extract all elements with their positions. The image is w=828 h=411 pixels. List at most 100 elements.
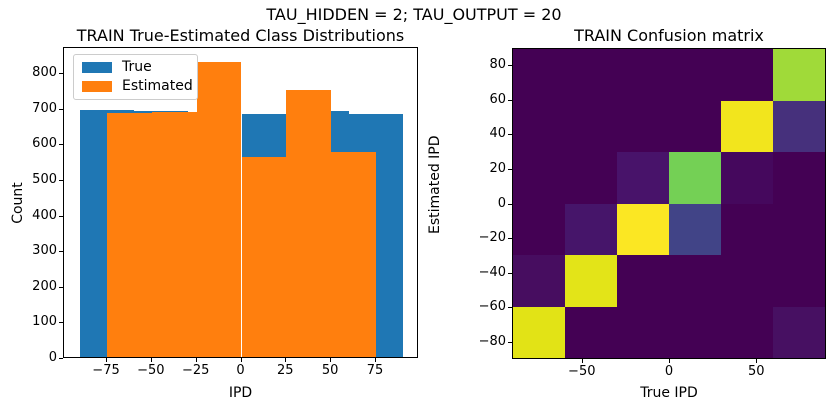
confusion-cell-r0-c2	[617, 49, 669, 101]
confusion-cell-r0-c0	[513, 49, 565, 101]
histogram-y-tick-label: 400	[32, 207, 57, 223]
confusion-cell-r5-c3	[669, 306, 721, 358]
confusion-cell-r1-c1	[565, 100, 617, 152]
confusion-cell-r2-c2	[617, 152, 669, 204]
confusion-y-tick-label: −80	[478, 333, 506, 349]
confusion-y-tick-mark	[508, 168, 512, 170]
legend-label: Estimated	[122, 78, 193, 94]
estimated-histogram-bar	[196, 62, 242, 357]
histogram-x-tick-label: 75	[366, 363, 384, 378]
histogram-x-tick-label: 0	[236, 363, 245, 378]
histogram-y-axis-label: Count	[10, 182, 26, 224]
confusion-y-tick-mark	[508, 65, 512, 67]
confusion-matrix-plot-area	[512, 48, 826, 359]
confusion-cell-r5-c2	[617, 306, 669, 358]
histogram-y-tick-label: 800	[32, 65, 57, 81]
histogram-x-tick-label: −50	[137, 363, 165, 378]
confusion-y-tick-mark	[508, 134, 512, 136]
confusion-matrix-y-axis-label: Estimated IPD	[427, 135, 443, 234]
confusion-cell-r1-c2	[617, 100, 669, 152]
histogram-x-tick-label: 25	[277, 363, 294, 378]
confusion-y-tick-mark	[508, 272, 512, 274]
confusion-cell-r4-c0	[513, 255, 565, 307]
confusion-cell-r1-c5	[773, 100, 825, 152]
histogram-x-tick-mark	[285, 358, 287, 362]
confusion-cell-r0-c5	[773, 49, 825, 101]
confusion-matrix-title: TRAIN Confusion matrix	[574, 26, 764, 45]
confusion-y-tick-label: −60	[478, 299, 506, 315]
confusion-y-tick-label: 80	[489, 57, 506, 73]
histogram-plot-area: True Estimated	[63, 47, 418, 358]
histogram-y-tick-label: 200	[32, 278, 57, 294]
confusion-y-tick-mark	[508, 341, 512, 343]
legend-swatch-true	[82, 62, 112, 73]
histogram-y-tick-mark	[59, 322, 63, 324]
confusion-cell-r3-c0	[513, 203, 565, 255]
figure-suptitle: TAU_HIDDEN = 2; TAU_OUTPUT = 20	[266, 5, 562, 24]
confusion-cell-r5-c5	[773, 306, 825, 358]
histogram-y-tick-mark	[59, 251, 63, 253]
legend-label: True	[122, 59, 152, 75]
confusion-cell-r4-c4	[721, 255, 773, 307]
confusion-cell-r4-c5	[773, 255, 825, 307]
histogram-y-tick-label: 700	[32, 100, 57, 116]
confusion-cell-r0-c3	[669, 49, 721, 101]
confusion-cell-r5-c4	[721, 306, 773, 358]
confusion-x-tick-label: 0	[664, 364, 674, 379]
confusion-matrix-grid	[513, 49, 825, 358]
confusion-cell-r5-c1	[565, 306, 617, 358]
confusion-x-tick-mark	[669, 359, 670, 363]
histogram-x-axis-label: IPD	[228, 385, 253, 401]
confusion-x-tick-mark	[581, 359, 583, 363]
confusion-x-tick-label: 50	[747, 364, 765, 379]
confusion-cell-r1-c0	[513, 100, 565, 152]
confusion-y-tick-label: 40	[489, 126, 506, 142]
confusion-matrix-x-axis-label: True IPD	[640, 385, 698, 401]
confusion-cell-r3-c3	[669, 203, 721, 255]
histogram-x-tick-mark	[374, 358, 376, 362]
histogram-y-tick-mark	[59, 73, 63, 75]
confusion-y-tick-mark	[508, 238, 512, 240]
confusion-cell-r0-c4	[721, 49, 773, 101]
histogram-y-tick-mark	[59, 358, 63, 359]
legend: True Estimated	[73, 54, 198, 100]
confusion-cell-r3-c1	[565, 203, 617, 255]
confusion-cell-r4-c1	[565, 255, 617, 307]
confusion-cell-r2-c0	[513, 152, 565, 204]
histogram-y-tick-label: 0	[48, 350, 57, 365]
confusion-y-tick-label: −20	[478, 230, 506, 246]
histogram-y-tick-label: 500	[32, 172, 57, 188]
histogram-y-tick-label: 600	[32, 136, 57, 152]
confusion-cell-r2-c3	[669, 152, 721, 204]
confusion-cell-r3-c2	[617, 203, 669, 255]
confusion-y-tick-mark	[508, 203, 512, 205]
histogram-y-tick-mark	[59, 286, 63, 288]
confusion-y-tick-label: 0	[497, 195, 506, 211]
histogram-x-tick-label: −25	[181, 363, 210, 378]
confusion-cell-r4-c2	[617, 255, 669, 307]
confusion-cell-r1-c3	[669, 100, 721, 152]
confusion-cell-r1-c4	[721, 100, 773, 152]
confusion-y-tick-mark	[508, 307, 512, 309]
histogram-x-tick-mark	[330, 358, 332, 362]
confusion-cell-r0-c1	[565, 49, 617, 101]
estimated-histogram-bar	[241, 157, 287, 357]
estimated-histogram-bar	[107, 113, 152, 357]
histogram-bars-layer	[64, 48, 417, 357]
confusion-x-tick-label: −50	[568, 364, 596, 379]
confusion-cell-r2-c5	[773, 152, 825, 204]
histogram-x-tick-mark	[106, 358, 108, 362]
histogram-x-tick-mark	[150, 358, 152, 362]
confusion-cell-r2-c4	[721, 152, 773, 204]
confusion-y-tick-label: 60	[489, 91, 506, 107]
histogram-y-tick-label: 300	[32, 243, 57, 259]
histogram-y-tick-mark	[59, 215, 63, 217]
estimated-histogram-bar	[286, 89, 332, 357]
histogram-x-tick-mark	[240, 358, 242, 362]
confusion-cell-r3-c4	[721, 203, 773, 255]
confusion-y-tick-label: −40	[478, 264, 506, 280]
legend-swatch-estimated	[82, 81, 112, 92]
histogram-y-tick-mark	[59, 108, 63, 110]
histogram-y-tick-mark	[59, 144, 63, 146]
